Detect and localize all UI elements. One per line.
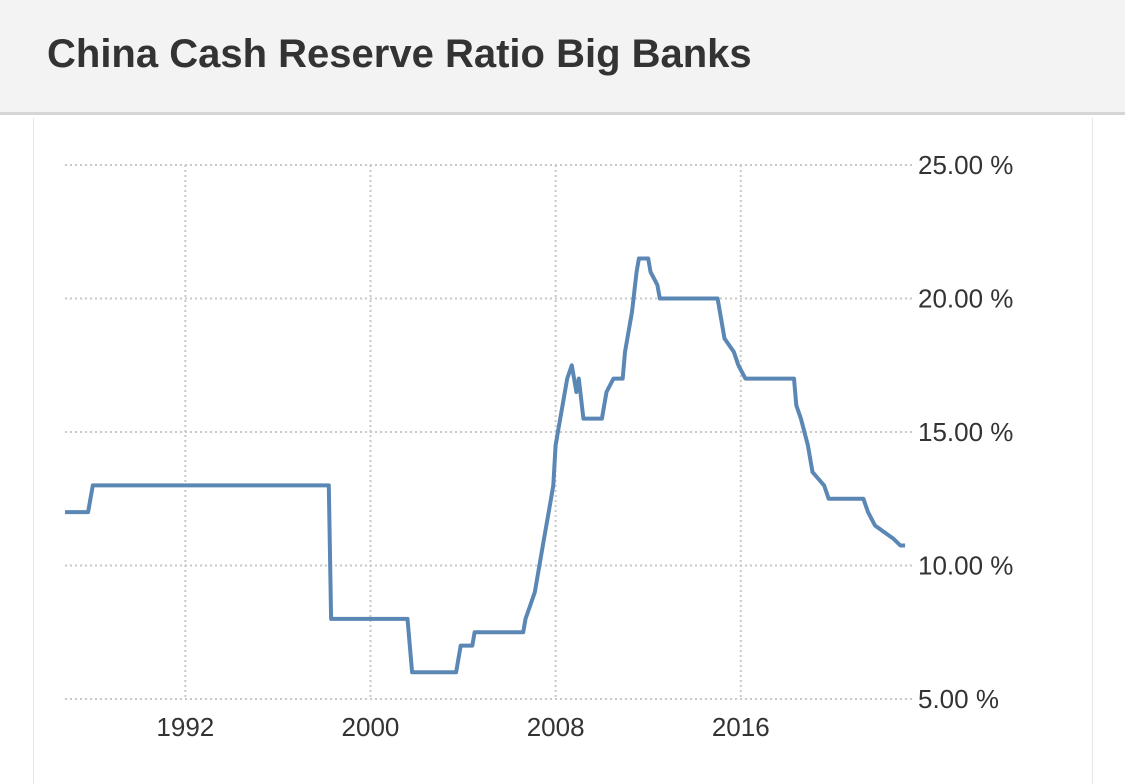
y-tick-label: 5.00 % [918, 684, 999, 714]
x-tick-label: 1992 [156, 712, 214, 742]
data-line [65, 256, 906, 675]
x-tick-label: 2000 [342, 712, 400, 742]
y-tick-label: 10.00 % [918, 550, 1013, 580]
x-tick-label: 2016 [712, 712, 770, 742]
y-tick-label: 20.00 % [918, 283, 1013, 313]
y-tick-label: 25.00 % [918, 150, 1013, 180]
chart-card [33, 118, 1093, 784]
header: China Cash Reserve Ratio Big Banks [0, 0, 1125, 115]
y-tick-label: 15.00 % [918, 417, 1013, 447]
x-tick-label: 2008 [527, 712, 585, 742]
chart-title: China Cash Reserve Ratio Big Banks [47, 32, 752, 76]
